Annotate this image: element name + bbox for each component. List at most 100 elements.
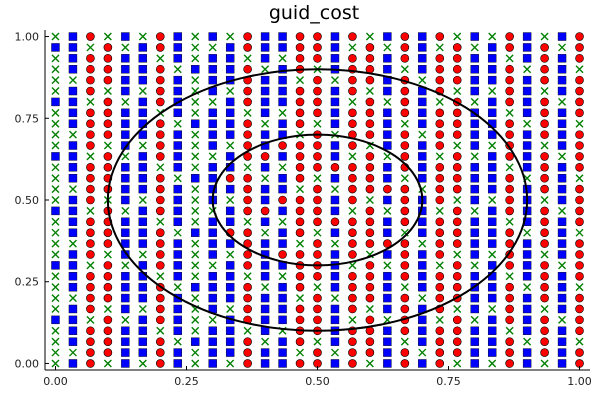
marker-square <box>191 119 200 128</box>
marker-circle <box>400 217 410 227</box>
marker-square <box>330 141 340 150</box>
marker-square <box>278 359 287 368</box>
marker-circle <box>295 86 305 96</box>
marker-cross <box>313 174 322 183</box>
marker-square <box>470 65 479 74</box>
marker-cross <box>86 206 95 215</box>
marker-circle <box>452 315 462 325</box>
marker-square <box>487 174 497 183</box>
marker-square <box>173 239 182 248</box>
marker-square <box>330 32 340 41</box>
marker-circle <box>243 184 252 194</box>
marker-square <box>138 293 148 303</box>
marker-circle <box>313 217 322 227</box>
marker-cross <box>261 228 270 237</box>
marker-square <box>278 152 287 161</box>
marker-square <box>278 65 287 74</box>
marker-circle <box>452 282 462 292</box>
marker-square <box>191 337 200 346</box>
marker-circle <box>435 239 445 248</box>
marker-square <box>418 97 427 107</box>
marker-circle <box>155 173 165 183</box>
marker-circle <box>243 348 252 357</box>
marker-circle <box>243 206 252 216</box>
marker-square <box>260 315 270 325</box>
marker-circle <box>86 250 95 259</box>
marker-circle <box>86 141 95 150</box>
marker-square <box>418 261 427 270</box>
marker-square <box>260 348 270 357</box>
marker-square <box>522 75 532 85</box>
marker-circle <box>505 315 514 325</box>
marker-circle <box>348 141 357 150</box>
marker-square <box>121 141 130 150</box>
marker-square <box>173 43 182 52</box>
marker-cross <box>505 108 514 117</box>
marker-cross <box>453 196 462 204</box>
marker-cross <box>330 294 339 303</box>
marker-cross <box>51 76 60 85</box>
marker-cross <box>138 304 147 313</box>
marker-circle <box>505 206 514 216</box>
marker-circle <box>103 163 113 172</box>
marker-circle <box>505 239 514 248</box>
marker-square <box>225 326 235 335</box>
marker-circle <box>505 152 514 161</box>
marker-circle <box>505 184 514 194</box>
marker-cross <box>68 294 77 303</box>
marker-circle <box>575 97 584 107</box>
marker-circle <box>103 54 113 63</box>
marker-circle <box>155 195 165 205</box>
marker-circle <box>575 43 584 52</box>
marker-square <box>260 359 270 368</box>
marker-cross <box>86 43 95 52</box>
marker-circle <box>348 173 357 183</box>
marker-square <box>487 348 497 357</box>
marker-circle <box>103 64 113 74</box>
marker-cross <box>68 348 77 357</box>
marker-circle <box>313 32 322 41</box>
marker-circle <box>295 217 305 227</box>
marker-cross <box>453 87 462 96</box>
marker-square <box>208 54 217 63</box>
marker-square <box>208 293 217 303</box>
marker-square <box>225 217 235 226</box>
marker-circle <box>155 348 165 357</box>
marker-circle <box>295 337 305 346</box>
marker-cross <box>68 239 77 248</box>
marker-cross <box>191 217 200 226</box>
marker-square <box>557 54 567 63</box>
marker-circle <box>575 75 584 85</box>
marker-circle <box>295 54 305 63</box>
axis-ticks: 0.00 0.25 0.50 0.75 1.00 0.00 0.25 0.50 0.75 1.00 <box>15 31 592 388</box>
marker-circle <box>86 195 95 205</box>
marker-square <box>68 337 78 346</box>
x-tick-label: 0.25 <box>174 375 199 388</box>
marker-square <box>51 152 60 161</box>
marker-circle <box>295 315 305 325</box>
marker-square <box>383 174 392 183</box>
marker-square <box>260 32 270 41</box>
marker-cross <box>191 315 200 324</box>
marker-circle <box>348 337 357 346</box>
marker-circle <box>575 206 584 216</box>
marker-cross <box>558 315 567 324</box>
marker-square <box>278 282 287 292</box>
marker-square <box>173 206 182 216</box>
marker-square <box>487 130 497 139</box>
marker-cross <box>86 261 95 270</box>
marker-cross <box>208 97 217 106</box>
marker-square <box>191 228 200 237</box>
marker-circle <box>313 163 322 172</box>
marker-circle <box>540 64 549 74</box>
marker-circle <box>313 250 322 259</box>
marker-circle <box>540 217 549 227</box>
marker-circle <box>540 130 549 139</box>
marker-cross <box>138 141 147 150</box>
marker-cross <box>278 272 287 281</box>
marker-square <box>557 184 567 194</box>
marker-circle <box>400 108 410 118</box>
marker-circle <box>505 75 514 85</box>
marker-square <box>121 184 130 194</box>
